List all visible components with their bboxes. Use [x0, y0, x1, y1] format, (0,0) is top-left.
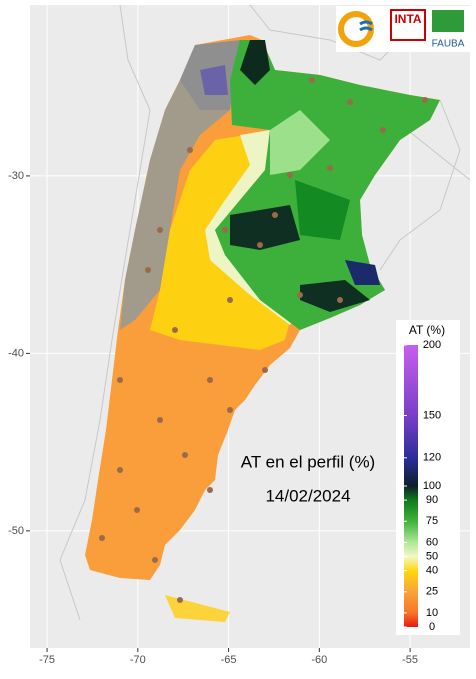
region [240, 40, 270, 85]
y-tick-label: -30 [8, 170, 24, 182]
legend-tick-label: 10 [426, 607, 438, 619]
region [270, 110, 330, 175]
region [295, 180, 350, 240]
x-tick-label: -70 [130, 654, 146, 666]
legend-tick-label: 200 [423, 339, 441, 351]
region [300, 280, 370, 312]
colorbar [404, 345, 418, 627]
region [215, 40, 440, 330]
region [205, 130, 300, 325]
legend-tick-label: 25 [426, 586, 438, 598]
stations [99, 77, 428, 603]
legend-tick-label: 150 [423, 409, 441, 421]
x-tick-label: -55 [402, 654, 418, 666]
legend-tick-label: 0 [429, 621, 435, 633]
legend-title: AT (%) [409, 323, 445, 337]
legend-tick-label: 120 [423, 452, 441, 464]
logo-text: INTA [394, 12, 421, 26]
legend-tick-label: 40 [426, 565, 438, 577]
region [200, 65, 228, 95]
map-title: AT en el perfil (%) [241, 452, 375, 471]
y-tick-label: -50 [8, 525, 24, 537]
logo-icon [432, 10, 464, 32]
y-tick-label: -40 [8, 347, 24, 359]
region [345, 260, 380, 285]
region [230, 205, 300, 250]
legend-tick-label: 60 [426, 536, 438, 548]
x-tick-label: -65 [221, 654, 237, 666]
x-tick-label: -60 [311, 654, 327, 666]
region [120, 45, 230, 330]
legend-tick-label: 75 [426, 515, 438, 527]
legend-tick-label: 50 [426, 550, 438, 562]
logo-icon [359, 20, 373, 32]
map-date: 14/02/2024 [265, 486, 350, 505]
logo-icon [390, 9, 426, 41]
logo-text: FAUBA [432, 39, 465, 50]
legend-tick-label: 90 [426, 494, 438, 506]
axes: -75 -70 -65 -60 -55 -30 -40 -50 [8, 170, 418, 666]
legend: 0 10 25 40 50 60 75 90 100 120 150 200 [404, 339, 441, 633]
legend-tick-label: 100 [423, 480, 441, 492]
x-tick-label: -75 [39, 654, 55, 666]
